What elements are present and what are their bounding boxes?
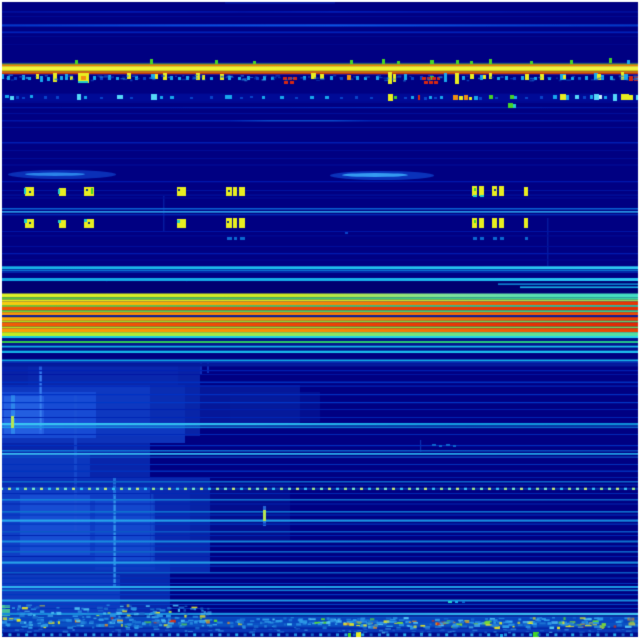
spectrogram-heatmap — [0, 0, 640, 640]
spectrogram-canvas — [0, 0, 640, 640]
